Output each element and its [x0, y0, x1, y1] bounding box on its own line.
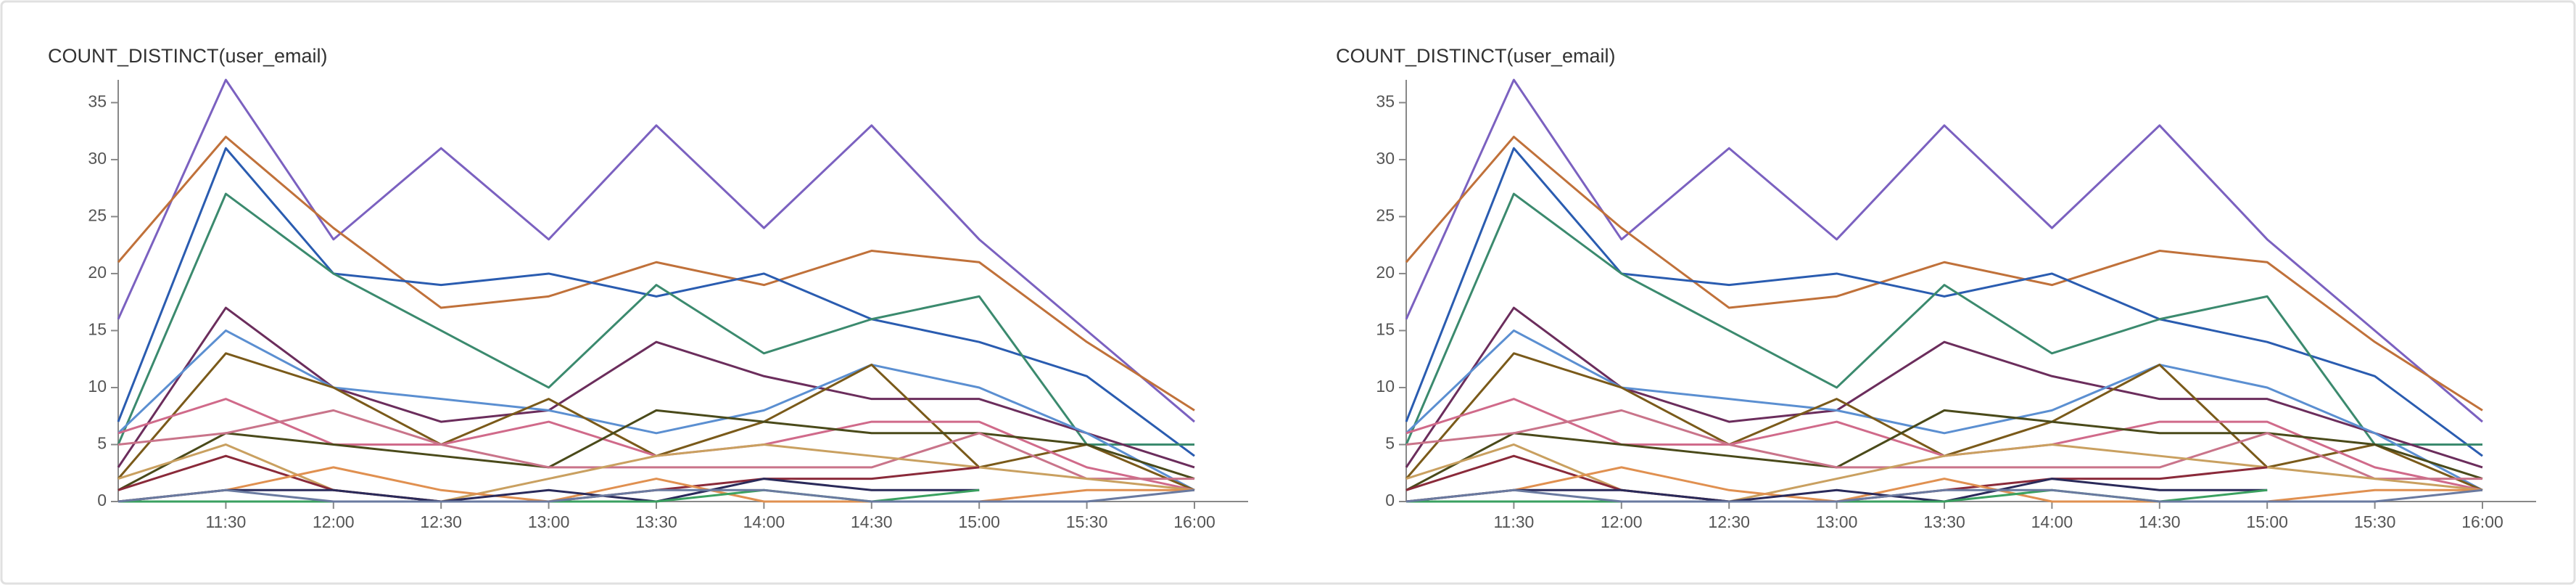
- x-tick-label: 16:00: [2461, 512, 2503, 531]
- x-tick-label: 13:30: [1923, 512, 1965, 531]
- x-tick-label: 16:00: [1173, 512, 1215, 531]
- series-line: [1405, 478, 2268, 503]
- x-tick-label: 14:30: [2139, 512, 2181, 531]
- y-tick-label: 35: [1376, 91, 1395, 110]
- series-line: [117, 78, 1195, 423]
- x-tick-label: 14:00: [743, 512, 785, 531]
- y-tick-label: 20: [1376, 263, 1395, 282]
- series-line: [1405, 409, 2482, 480]
- series-line: [1405, 136, 2483, 412]
- x-tick-label: 11:30: [1493, 512, 1534, 531]
- series-line: [117, 147, 1195, 457]
- series-line: [1405, 147, 2483, 457]
- series-line: [1405, 78, 2483, 423]
- x-tick-label: 14:30: [851, 512, 893, 531]
- y-tick-label: 5: [97, 434, 107, 453]
- chart: COUNT_DISTINCT(user_email) 0 5 10 15 20 25 30 35…: [48, 45, 1248, 531]
- x-tick-label: 12:00: [1601, 512, 1643, 531]
- y-tick-label: 15: [1376, 320, 1395, 339]
- x-tick-label: 15:00: [958, 512, 1000, 531]
- series-line: [1405, 329, 2483, 491]
- y-tick-label: 10: [1376, 377, 1395, 396]
- y-tick-label: 10: [88, 377, 107, 396]
- series-line: [117, 478, 980, 503]
- x-tick-label: 15:30: [2354, 512, 2396, 531]
- series-line: [117, 409, 1194, 480]
- series-line: [117, 192, 1194, 446]
- y-tick-label: 35: [88, 91, 107, 110]
- series-line: [1405, 409, 2483, 491]
- y-tick-label: 30: [88, 149, 107, 168]
- x-tick-label: 13:00: [1816, 512, 1858, 531]
- series-line: [1405, 488, 2483, 503]
- x-tick-label: 12:00: [313, 512, 355, 531]
- chart: COUNT_DISTINCT(user_email) 0 5 10 15 20 25 30 35…: [1336, 45, 2536, 531]
- y-tick-label: 30: [1376, 149, 1395, 168]
- x-tick-label: 14:00: [2031, 512, 2073, 531]
- x-tick-label: 12:30: [420, 512, 462, 531]
- x-tick-label: 11:30: [205, 512, 246, 531]
- x-tick-label: 15:30: [1066, 512, 1108, 531]
- series-line: [117, 488, 1195, 503]
- series-line: [117, 136, 1195, 412]
- series-line: [117, 329, 1195, 491]
- series-line: [117, 409, 1195, 491]
- x-tick-label: 12:30: [1708, 512, 1750, 531]
- y-tick-label: 25: [88, 206, 107, 225]
- chart-title: COUNT_DISTINCT(user_email): [48, 45, 328, 67]
- series-line: [1405, 192, 2482, 446]
- x-tick-label: 13:00: [528, 512, 570, 531]
- series-line: [1405, 466, 2482, 503]
- y-tick-label: 25: [1376, 206, 1395, 225]
- y-tick-label: 15: [88, 320, 107, 339]
- y-tick-label: 0: [97, 491, 107, 510]
- x-tick-label: 15:00: [2246, 512, 2288, 531]
- y-tick-label: 0: [1385, 491, 1395, 510]
- series-line: [1405, 306, 2483, 469]
- chart-title: COUNT_DISTINCT(user_email): [1336, 45, 1616, 67]
- series-line: [117, 306, 1195, 469]
- series-line: [117, 466, 1194, 503]
- x-tick-label: 13:30: [635, 512, 677, 531]
- y-tick-label: 20: [88, 263, 107, 282]
- y-tick-label: 5: [1385, 434, 1395, 453]
